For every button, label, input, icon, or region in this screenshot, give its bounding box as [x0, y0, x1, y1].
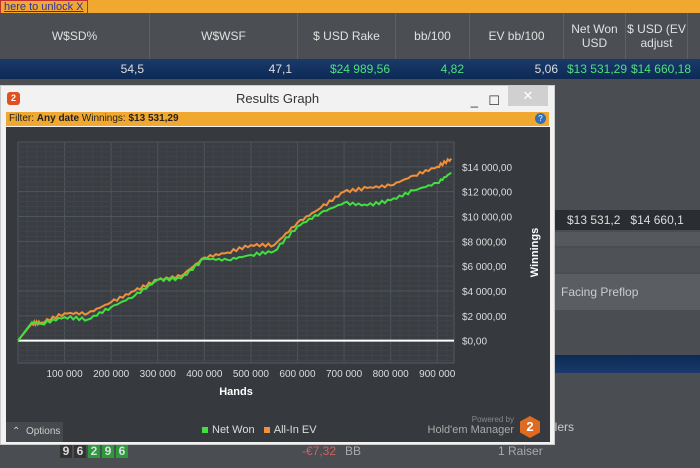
column-header[interactable]: $ USD Rake — [298, 13, 396, 59]
callers-label: llers — [552, 420, 575, 434]
options-label: Options — [25, 426, 61, 437]
filter-value[interactable]: Any date — [36, 113, 80, 124]
x-tick-label: 300 000 — [140, 369, 177, 380]
digit: 9 — [60, 444, 72, 458]
filter-label: Filter: — [9, 113, 34, 124]
close-button[interactable]: ✕ — [508, 86, 548, 106]
powered-by: Powered by Hold'em Manager — [428, 414, 514, 436]
x-tick-label: 700 000 — [326, 369, 363, 380]
maximize-button[interactable]: ☐ — [488, 93, 500, 108]
cell: $14 660,18 — [630, 62, 691, 76]
minimize-button[interactable]: _ — [470, 93, 478, 108]
column-header[interactable]: bb/100 — [396, 13, 470, 59]
x-tick-label: 600 000 — [279, 369, 316, 380]
unlock-banner[interactable]: here to unlock X — [0, 0, 700, 13]
cell: $24 989,56 — [329, 62, 390, 76]
x-tick-label: 100 000 — [47, 369, 84, 380]
winnings-value: $13 531,29 — [128, 113, 179, 124]
unlock-link[interactable]: here to unlock X — [0, 0, 88, 13]
cell: $13 531,2 — [567, 213, 621, 227]
background-row — [555, 248, 700, 272]
chart-legend: Net Won All-In EV — [202, 424, 317, 436]
graph-panel: 100 000 200 000 300 000 400 000 500 000 600 0… — [6, 127, 550, 442]
results-chart: 100 000 200 000 300 000 400 000 500 000 600 0… — [17, 141, 541, 398]
x-axis-label: Hands — [219, 386, 253, 398]
cell: 54,5 — [120, 62, 144, 76]
cell: 4,82 — [440, 62, 464, 76]
column-header[interactable]: $ USD (EV adjust — [626, 13, 688, 59]
y-tick-label: $0,00 — [462, 337, 487, 348]
cell: 47,1 — [268, 62, 292, 76]
cell: $14 660,1 — [630, 213, 684, 227]
y-axis-label: Winnings — [529, 228, 541, 277]
raiser-label: 1 Raiser — [498, 444, 543, 458]
background-row — [555, 232, 700, 246]
y-tick-label: $10 000,00 — [462, 212, 512, 223]
digit: 9 — [102, 444, 114, 458]
cell: 5,06 — [534, 62, 558, 76]
digit: 6 — [116, 444, 128, 458]
x-tick-label: 200 000 — [93, 369, 130, 380]
x-tick-label: 800 000 — [373, 369, 410, 380]
window-title: Results Graph — [235, 91, 320, 106]
net-won-swatch — [202, 427, 208, 433]
cell: $13 531,29 — [566, 62, 627, 76]
facing-preflop-tab[interactable]: Facing Preflop — [555, 274, 700, 310]
column-header[interactable]: W$WSF — [150, 13, 298, 59]
column-header[interactable]: Net Won USD — [564, 13, 626, 59]
y-tick-label: $12 000,00 — [462, 188, 512, 199]
column-header[interactable]: W$SD% — [0, 13, 150, 59]
brand-name: Hold'em Manager — [427, 424, 514, 436]
winnings-label: Winnings: — [81, 113, 126, 124]
table-header: W$SD% W$WSF $ USD Rake bb/100 EV bb/100 … — [0, 13, 700, 59]
help-icon[interactable]: ? — [535, 113, 546, 124]
window-titlebar[interactable]: 2 Results Graph _ ☐ ✕ — [1, 86, 554, 112]
y-tick-label: $6 000,00 — [462, 262, 507, 273]
background-row[interactable]: $13 531,2 $14 660,1 — [555, 210, 700, 230]
y-tick-label: $4 000,00 — [462, 287, 507, 298]
digit: 2 — [88, 444, 100, 458]
x-tick-label: 900 000 — [419, 369, 456, 380]
x-tick-label: 400 000 — [186, 369, 223, 380]
net-won-line — [17, 171, 452, 342]
column-header[interactable] — [688, 13, 700, 59]
y-tick-label: $8 000,00 — [462, 237, 507, 248]
all-in-ev-line — [17, 157, 453, 342]
position: BB — [345, 444, 362, 458]
hm2-logo-icon: 2 — [7, 92, 20, 105]
hm2-brand-icon: 2 — [520, 416, 540, 438]
legend-net-won: Net Won — [212, 424, 255, 436]
x-tick-label: 500 000 — [233, 369, 270, 380]
column-header[interactable]: EV bb/100 — [470, 13, 564, 59]
all-in-ev-swatch — [263, 427, 270, 433]
y-tick-label: $14 000,00 — [462, 163, 512, 174]
powered-by-label: Powered by — [471, 415, 514, 424]
digit: 6 — [74, 444, 86, 458]
amount: -€7,32 — [302, 444, 337, 458]
background-row — [555, 355, 700, 373]
summary-row[interactable]: 54,5 47,1 $24 989,56 4,82 5,06 $13 531,2… — [0, 59, 700, 79]
y-tick-label: $2 000,00 — [462, 312, 507, 323]
results-graph-window: 2 Results Graph _ ☐ ✕ Filter: Any date W… — [0, 85, 555, 445]
legend-all-in-ev: All-In EV — [273, 424, 317, 436]
filter-bar[interactable]: Filter: Any date Winnings: $13 531,29 ? — [6, 112, 549, 126]
options-button[interactable]: ⌃ Options — [6, 422, 63, 442]
